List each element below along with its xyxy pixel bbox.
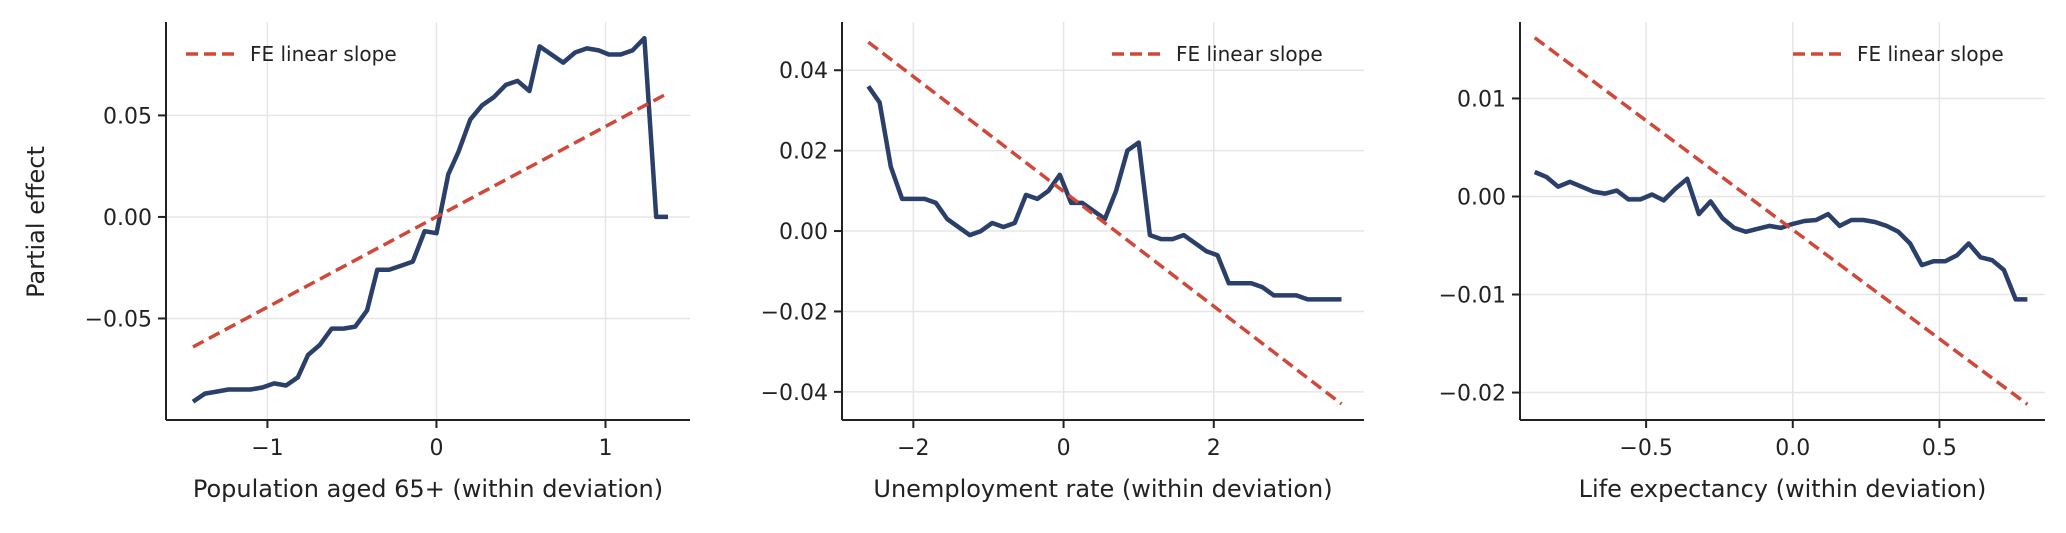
x-tick-label: 0.0: [1775, 436, 1810, 461]
fe-linear-slope-line: [867, 40, 1343, 406]
y-tick-label: −0.05: [85, 307, 152, 332]
partial-effect-line: [866, 85, 1342, 302]
chart-panel-1: −1 0 1 −0.05 0.00 0.05 Population aged 65+ (wi…: [85, 22, 690, 503]
y-tick-label: −0.02: [761, 300, 828, 325]
y-tick-label: −0.04: [761, 381, 828, 406]
y-tick-label: 0.00: [103, 206, 152, 231]
x-tick-label: 0: [1057, 436, 1071, 461]
x-axis-label: Life expectancy (within deviation): [1579, 475, 1987, 503]
fe-linear-slope-line: [1533, 36, 2029, 406]
y-tick-label: 0.00: [779, 220, 828, 245]
y-tick-label: −0.02: [1439, 382, 1506, 407]
x-tick-label: 1: [598, 436, 612, 461]
y-tick-label: 0.00: [1457, 185, 1506, 210]
chart-panel-2: −2 0 2 −0.04 −0.02 0.00 0.02 0.04 Unemployment r…: [761, 22, 1364, 503]
x-tick-label: −2: [897, 436, 929, 461]
legend-label: FE linear slope: [1857, 42, 2004, 66]
x-tick-label: 0.5: [1922, 436, 1957, 461]
legend-label: FE linear slope: [250, 42, 397, 66]
partial-effect-line: [1533, 169, 2028, 302]
x-axis-label: Population aged 65+ (within deviation): [193, 475, 663, 503]
chart-panel-3: −0.5 0.0 0.5 −0.02 −0.01 0.00 0.01 Life expecta…: [1439, 22, 2045, 503]
y-axis-label: Partial effect: [22, 146, 50, 298]
x-tick-label: 2: [1207, 436, 1221, 461]
partial-effect-line: [191, 35, 668, 404]
legend-label: FE linear slope: [1176, 42, 1323, 66]
x-tick-label: 0: [429, 436, 443, 461]
fe-linear-slope-line: [192, 91, 669, 349]
y-tick-label: 0.01: [1457, 87, 1506, 112]
y-tick-label: 0.04: [779, 59, 828, 84]
x-axis-label: Unemployment rate (within deviation): [873, 475, 1332, 503]
x-tick-label: −0.5: [1619, 436, 1672, 461]
x-tick-label: −1: [251, 436, 283, 461]
y-tick-label: −0.01: [1439, 284, 1506, 309]
y-tick-label: 0.05: [103, 104, 152, 129]
y-tick-label: 0.02: [779, 140, 828, 165]
